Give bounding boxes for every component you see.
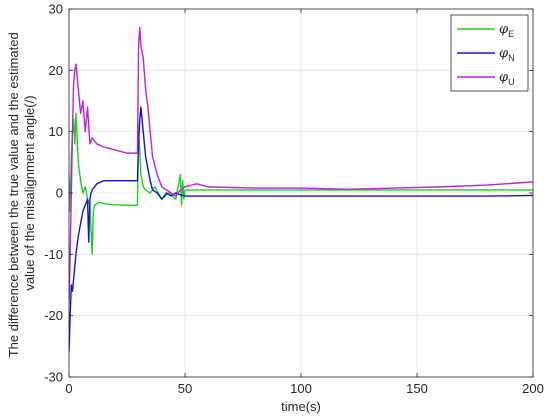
y-tick-label: -10 xyxy=(44,247,63,262)
legend-symbol: φ xyxy=(499,22,509,37)
ticks xyxy=(68,8,534,378)
legend-entry-u: φU xyxy=(499,70,515,87)
legend-entry-e: φE xyxy=(499,22,514,39)
series-line-u xyxy=(69,26,533,304)
x-tick-label: 0 xyxy=(65,381,72,396)
y-axis-label: The difference between the true value an… xyxy=(6,29,37,358)
y-tick-label: 20 xyxy=(49,63,63,78)
y-axis-label-line-2: value of the misalignment angle(/) xyxy=(22,95,37,290)
series-line-n xyxy=(69,106,533,353)
legend-subscript: N xyxy=(508,53,515,63)
legend-entry-n: φN xyxy=(499,46,515,63)
y-tick-label: 10 xyxy=(49,124,63,139)
legend-symbol: φ xyxy=(499,70,509,85)
x-tick-label: 50 xyxy=(178,381,192,396)
y-tick-label: -20 xyxy=(44,308,63,323)
x-tick-label: 200 xyxy=(522,381,544,396)
legend-subscript: E xyxy=(508,29,514,39)
series-group xyxy=(69,26,533,353)
y-tick-label: 0 xyxy=(56,186,63,201)
y-tick-label: -30 xyxy=(44,370,63,385)
x-tick-label: 150 xyxy=(406,381,428,396)
legend-symbol: φ xyxy=(499,46,509,61)
y-axis-label-line-1: The difference between the true value an… xyxy=(6,32,21,357)
x-axis-label: time(s) xyxy=(281,399,321,414)
x-tick-label: 100 xyxy=(290,381,312,396)
y-tick-label: 30 xyxy=(49,2,63,17)
legend-subscript: U xyxy=(508,77,515,87)
tick-labels: 0 50 100 150 200 -30 -20 -10 0 10 20 30 xyxy=(44,2,544,397)
